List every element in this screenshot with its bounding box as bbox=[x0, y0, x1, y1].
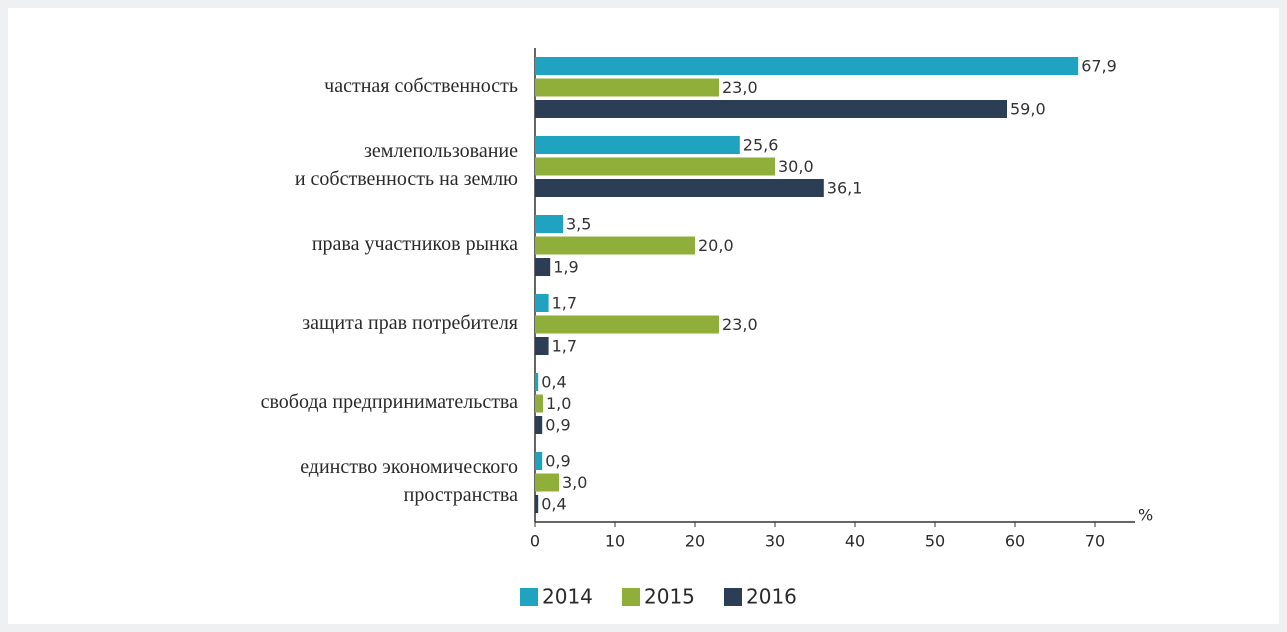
value-label: 30,0 bbox=[778, 157, 814, 176]
bar bbox=[535, 337, 549, 355]
x-tick-label: 60 bbox=[1005, 532, 1025, 551]
x-tick-label: 40 bbox=[845, 532, 865, 551]
bar bbox=[535, 315, 719, 334]
value-label: 3,0 bbox=[562, 473, 587, 492]
value-label: 1,7 bbox=[552, 337, 577, 356]
legend-label: 2016 bbox=[746, 585, 797, 609]
x-tick-label: 0 bbox=[530, 532, 540, 551]
bar bbox=[535, 452, 543, 470]
x-tick-label: 70 bbox=[1085, 532, 1105, 551]
bar bbox=[535, 373, 539, 391]
bar bbox=[535, 136, 740, 154]
value-label: 23,0 bbox=[722, 78, 758, 97]
bar bbox=[535, 179, 824, 197]
bar bbox=[535, 236, 695, 255]
x-tick-label: 10 bbox=[605, 532, 625, 551]
legend-label: 2015 bbox=[644, 585, 695, 609]
value-label: 1,9 bbox=[553, 258, 578, 277]
x-tick-label: 20 bbox=[685, 532, 705, 551]
x-tick-label: 30 bbox=[765, 532, 785, 551]
bar bbox=[535, 294, 549, 312]
category-label: единство экономического bbox=[300, 456, 518, 478]
bar bbox=[535, 258, 551, 276]
category-label: частная собственность bbox=[324, 75, 518, 97]
legend-swatch bbox=[622, 588, 640, 606]
category-label: свобода предпринимательства bbox=[261, 391, 519, 413]
bar bbox=[535, 100, 1007, 118]
value-label: 0,9 bbox=[545, 452, 570, 471]
x-axis-label: % bbox=[1138, 506, 1153, 525]
value-label: 0,4 bbox=[541, 495, 566, 514]
value-label: 36,1 bbox=[827, 179, 863, 198]
category-label: пространства bbox=[404, 484, 518, 506]
legend-swatch bbox=[724, 588, 742, 606]
bar bbox=[535, 473, 559, 492]
bar bbox=[535, 495, 539, 513]
bar bbox=[535, 57, 1079, 75]
value-label: 0,4 bbox=[541, 373, 566, 392]
value-label: 1,0 bbox=[546, 394, 571, 413]
value-label: 1,7 bbox=[552, 294, 577, 313]
category-label: землепользование bbox=[364, 140, 518, 162]
category-label: и собственность на землю bbox=[295, 168, 518, 190]
bar bbox=[535, 157, 775, 176]
value-label: 3,5 bbox=[566, 215, 591, 234]
value-label: 67,9 bbox=[1081, 57, 1117, 76]
value-label: 59,0 bbox=[1010, 100, 1046, 119]
value-label: 23,0 bbox=[722, 315, 758, 334]
bar bbox=[535, 416, 543, 434]
bar bbox=[535, 78, 719, 97]
legend-label: 2014 bbox=[542, 585, 593, 609]
legend-swatch bbox=[520, 588, 538, 606]
category-label: защита прав потребителя bbox=[302, 312, 518, 334]
bar bbox=[535, 215, 563, 233]
category-label: права участников рынка bbox=[312, 233, 518, 255]
x-tick-label: 50 bbox=[925, 532, 945, 551]
value-label: 25,6 bbox=[743, 136, 779, 155]
bar bbox=[535, 394, 543, 413]
value-label: 0,9 bbox=[545, 416, 570, 435]
value-label: 20,0 bbox=[698, 236, 734, 255]
